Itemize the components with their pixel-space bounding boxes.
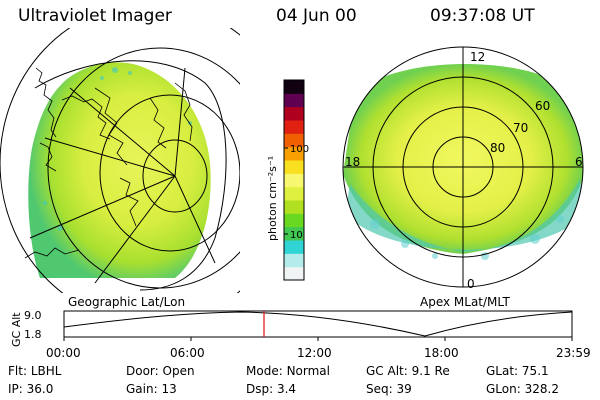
mlt-label-dawn: 6 bbox=[575, 155, 583, 169]
geographic-caption: Geographic Lat/Lon bbox=[68, 295, 186, 309]
colorbar-segment bbox=[284, 186, 304, 201]
mlat-label-80: 80 bbox=[490, 141, 505, 155]
colorbar: 100 10 photon cm⁻²s⁻¹ bbox=[266, 79, 309, 281]
altitude-plot-ylabel: GC Alt bbox=[10, 312, 23, 347]
colorbar-segment bbox=[284, 106, 304, 121]
status-glat: GLat: 75.1 bbox=[486, 364, 549, 378]
status-glon: GLon: 328.2 bbox=[486, 382, 559, 396]
status-ip: IP: 36.0 bbox=[8, 382, 54, 396]
colorbar-segment bbox=[284, 226, 304, 241]
status-mode: Mode: Normal bbox=[246, 364, 330, 378]
colorbar-unit-label: photon cm⁻²s⁻¹ bbox=[266, 156, 279, 241]
altitude-tick-1-8: 1.8 bbox=[24, 328, 42, 341]
colorbar-segment bbox=[284, 93, 304, 108]
aurora-image-region bbox=[28, 62, 211, 278]
mlt-label-noon: 12 bbox=[470, 50, 485, 64]
time-tick-0600: 06:00 bbox=[170, 346, 205, 360]
status-seq: Seq: 39 bbox=[366, 382, 412, 396]
colorbar-segment bbox=[284, 120, 304, 134]
status-door: Door: Open bbox=[126, 364, 195, 378]
colorbar-tick-10: 10 bbox=[290, 230, 303, 241]
mlat-label-60: 60 bbox=[535, 99, 550, 113]
apex-caption: Apex MLat/MLT bbox=[420, 295, 510, 309]
time-label: 09:37:08 UT bbox=[430, 6, 535, 26]
time-tick-1200: 12:00 bbox=[297, 346, 332, 360]
status-gc-alt: GC Alt: 9.1 Re bbox=[366, 364, 450, 378]
geographic-map bbox=[0, 28, 240, 293]
time-tick-2359: 23:59 bbox=[556, 346, 591, 360]
status-gain: Gain: 13 bbox=[126, 382, 177, 396]
colorbar-segment bbox=[284, 173, 304, 188]
date-label: 04 Jun 00 bbox=[276, 6, 357, 26]
status-dsp: Dsp: 3.4 bbox=[246, 382, 297, 396]
mlt-label-midnight: 0 bbox=[467, 277, 475, 291]
mlat-label-70: 70 bbox=[513, 121, 528, 135]
apex-mlat-mlt-map: 12 18 6 0 60 70 80 bbox=[342, 46, 584, 291]
colorbar-segment bbox=[284, 266, 304, 281]
orbit-altitude-curve bbox=[63, 311, 573, 337]
time-tick-1800: 18:00 bbox=[424, 346, 459, 360]
colorbar-tick-100: 100 bbox=[290, 144, 309, 155]
colorbar-segment bbox=[284, 133, 304, 148]
colorbar-segment bbox=[284, 80, 304, 94]
colorbar-segment bbox=[284, 160, 304, 174]
time-tick-0000: 00:00 bbox=[46, 346, 81, 360]
colorbar-segment bbox=[284, 200, 304, 214]
colorbar-segment bbox=[284, 240, 304, 254]
altitude-tick-9: 9.0 bbox=[24, 309, 42, 322]
colorbar-segment bbox=[284, 146, 304, 161]
status-flt: Flt: LBHL bbox=[8, 364, 62, 378]
colorbar-segment bbox=[284, 213, 304, 228]
instrument-title: Ultraviolet Imager bbox=[18, 6, 172, 26]
colorbar-segment bbox=[284, 253, 304, 268]
colorbar-border bbox=[283, 79, 305, 281]
mlt-label-dusk: 18 bbox=[345, 155, 360, 169]
altitude-plot: GC Alt 9.0 1.8 00:00 06:00 12:00 18:00 2… bbox=[10, 309, 591, 360]
